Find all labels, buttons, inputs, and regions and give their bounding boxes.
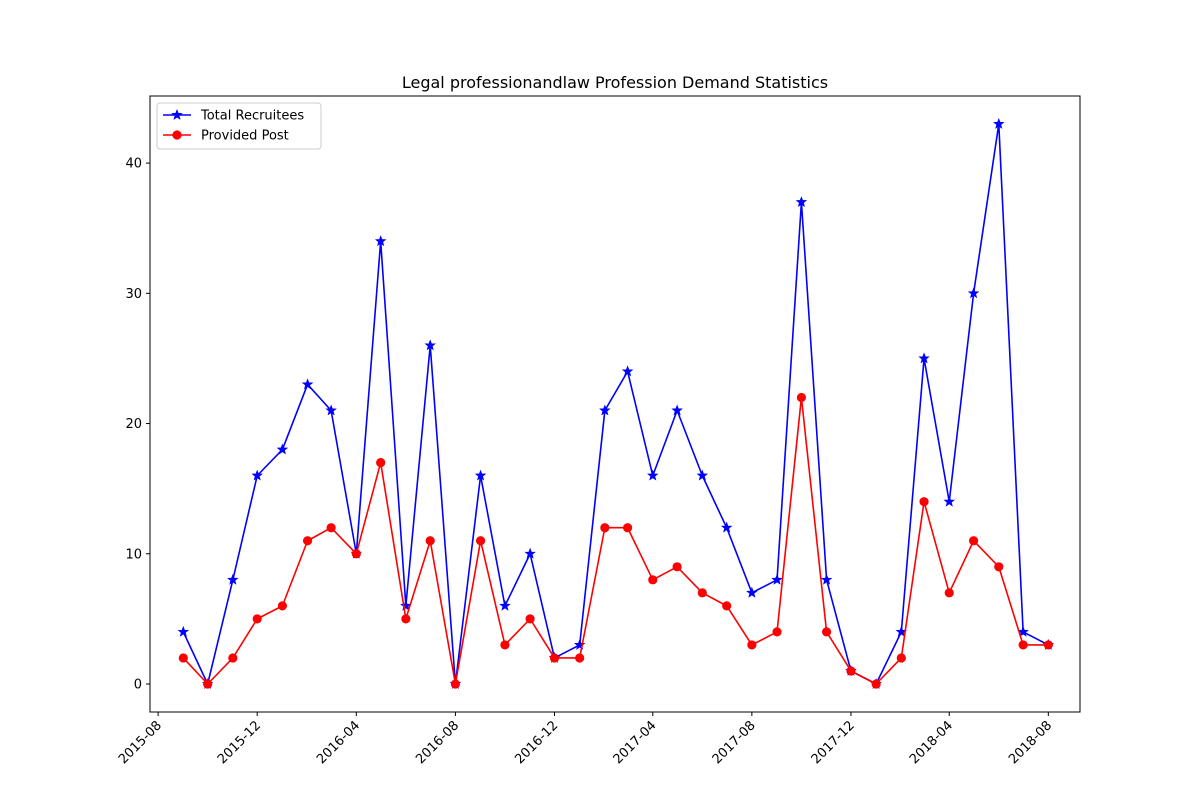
data-point-total-recruitees (573, 638, 586, 650)
data-point-provided-post (425, 536, 435, 546)
series-line-total-recruitees (182, 123, 1049, 685)
data-point-total-recruitees (599, 404, 611, 416)
data-point-total-recruitees (400, 599, 412, 611)
x-tick-label: 2017-08 (710, 718, 759, 767)
data-point-provided-post (228, 653, 238, 663)
data-point-total-recruitees (424, 339, 436, 351)
x-tick-label: 2017-04 (611, 718, 660, 767)
data-point-total-recruitees (795, 196, 808, 208)
x-tick-label: 2016-08 (413, 718, 462, 767)
data-point-total-recruitees (1017, 625, 1029, 637)
x-tick-label: 2017-12 (809, 718, 858, 767)
plot-area-frame (149, 95, 1081, 713)
data-point-provided-post (326, 523, 336, 533)
data-point-total-recruitees (820, 573, 833, 585)
legend-marker-total-recruitees (171, 108, 183, 120)
data-point-provided-post (697, 588, 707, 598)
data-point-total-recruitees (524, 547, 536, 559)
data-point-total-recruitees (276, 443, 289, 455)
legend-box (156, 102, 322, 150)
data-point-total-recruitees (696, 469, 709, 481)
data-point-total-recruitees (720, 521, 733, 533)
series-total-recruitees (177, 117, 1055, 689)
data-point-provided-post (968, 536, 979, 546)
data-point-provided-post (622, 523, 633, 533)
y-axis: 0 10 20 30 40 (125, 157, 150, 693)
y-tick-label: 20 (125, 417, 142, 432)
data-point-provided-post (500, 640, 510, 650)
x-tick-label: 2018-08 (1006, 718, 1055, 767)
data-point-provided-post (401, 614, 411, 624)
data-point-total-recruitees (943, 495, 955, 507)
data-point-provided-post (277, 601, 287, 611)
data-point-total-recruitees (251, 469, 263, 481)
data-point-total-recruitees (967, 287, 980, 299)
data-point-total-recruitees (474, 469, 487, 481)
legend-marker-provided-post (172, 130, 182, 140)
data-point-provided-post (203, 679, 213, 689)
data-point-provided-post (525, 614, 535, 624)
data-point-provided-post (896, 653, 906, 663)
data-point-provided-post (549, 653, 560, 663)
x-tick-label: 2016-12 (512, 718, 561, 767)
data-point-provided-post (1043, 640, 1053, 650)
data-point-provided-post (178, 653, 188, 663)
data-point-total-recruitees (993, 117, 1005, 129)
data-point-total-recruitees (301, 378, 314, 390)
data-point-provided-post (871, 679, 881, 689)
data-point-provided-post (376, 458, 386, 468)
data-point-total-recruitees (621, 365, 634, 377)
data-point-provided-post (475, 536, 486, 546)
legend: Total Recruitees Provided Post (156, 102, 322, 150)
series-line-provided-post (182, 396, 1049, 685)
data-point-provided-post (722, 601, 732, 611)
data-point-provided-post (648, 575, 658, 585)
data-point-provided-post (575, 653, 585, 663)
x-tick-label: 2018-04 (907, 718, 956, 767)
x-tick-label: 2015-12 (215, 718, 264, 767)
y-tick-label: 0 (134, 678, 142, 693)
data-point-total-recruitees (771, 573, 783, 585)
x-tick-label: 2016-04 (314, 718, 363, 767)
data-point-provided-post (600, 523, 610, 533)
data-point-provided-post (846, 666, 856, 676)
y-tick-label: 30 (125, 287, 142, 302)
data-point-provided-post (450, 679, 460, 689)
chart-title: Legal professionandlaw Profession Demand… (402, 73, 828, 92)
data-point-total-recruitees (177, 625, 190, 637)
data-point-provided-post (994, 562, 1004, 572)
data-point-total-recruitees (499, 599, 511, 611)
data-point-provided-post (351, 549, 361, 559)
data-point-provided-post (919, 497, 929, 507)
data-point-provided-post (672, 562, 682, 572)
data-point-total-recruitees (325, 404, 337, 416)
data-point-total-recruitees (746, 586, 758, 598)
x-tick-label: 2015-08 (116, 718, 165, 767)
data-point-provided-post (821, 627, 832, 637)
data-point-provided-post (944, 588, 954, 598)
data-point-total-recruitees (647, 469, 659, 481)
data-point-total-recruitees (374, 235, 387, 247)
data-point-total-recruitees (918, 352, 930, 364)
series-provided-post (178, 392, 1053, 689)
legend-label-provided-post: Provided Post (201, 129, 289, 144)
data-point-provided-post (747, 640, 757, 650)
data-point-provided-post (1018, 640, 1028, 650)
data-point-total-recruitees (227, 573, 239, 585)
data-point-provided-post (796, 392, 807, 403)
series-layer (177, 117, 1055, 689)
x-axis: 2015-08 2015-12 2016-04 2016-08 2016-12 2017-… (116, 712, 1055, 767)
y-tick-label: 10 (125, 547, 142, 562)
data-point-provided-post (302, 536, 313, 546)
legend-label-total-recruitees: Total Recruitees (200, 109, 304, 124)
data-point-provided-post (772, 627, 782, 637)
data-point-provided-post (252, 614, 262, 624)
data-point-total-recruitees (671, 404, 683, 416)
y-tick-label: 40 (125, 157, 142, 172)
